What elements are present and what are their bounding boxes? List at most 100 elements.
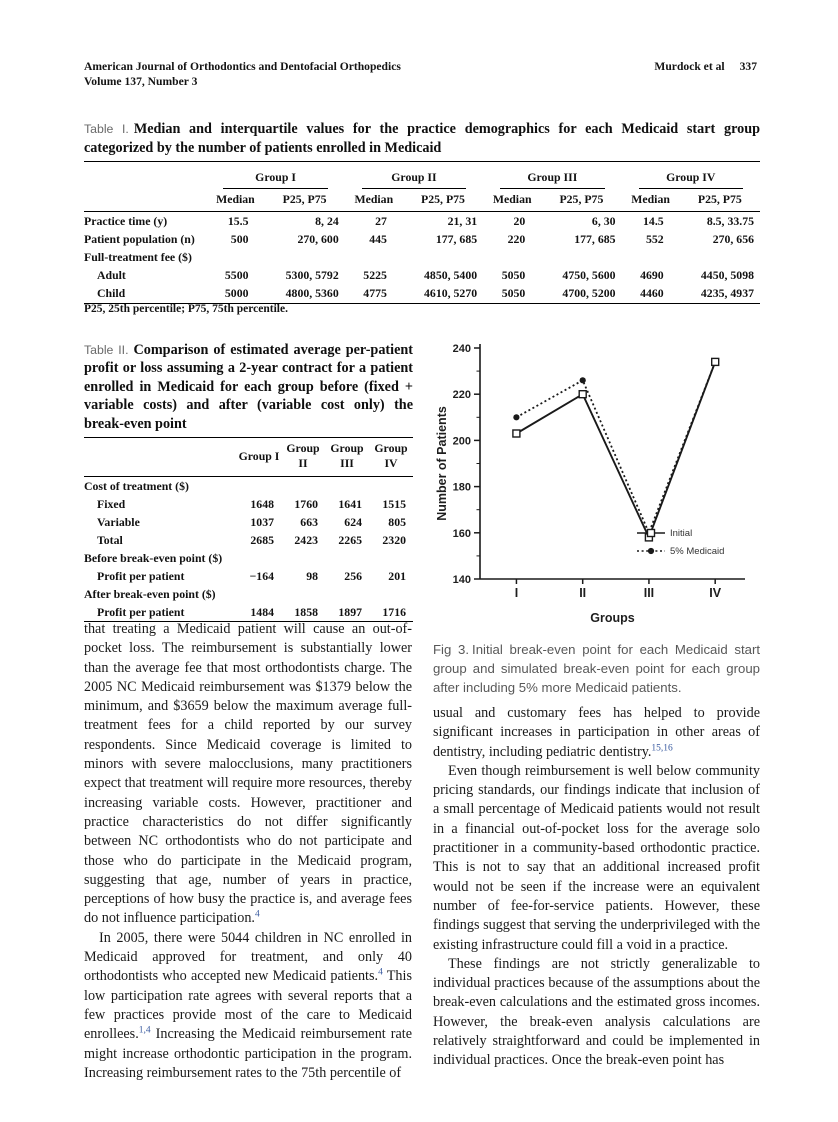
table1-row-label: Adult — [97, 268, 126, 283]
table1-value: 4800, 5360 — [285, 286, 339, 301]
table2-col-header: Group III — [325, 437, 369, 477]
table2-corner — [84, 437, 237, 477]
table1-group-label: Group IV — [638, 167, 743, 189]
table2-value: 1515 — [382, 496, 406, 511]
table2-row-label: Cost of treatment ($) — [84, 478, 189, 493]
table2-col-header: Group II — [281, 437, 325, 477]
table1-footnote: P25, 25th percentile; P75, 75th percenti… — [84, 303, 288, 315]
table2-value: 1858 — [294, 604, 318, 619]
table1-corner — [84, 190, 207, 212]
table1-value: 177, 685 — [574, 231, 616, 246]
table2-value: 2685 — [250, 532, 274, 547]
table-row: Practice time (y) 15.5 8, 24 27 21, 31 20 6, 3… — [84, 212, 760, 231]
table1-group-header: Group III — [483, 162, 621, 191]
table1-value: 4690 — [640, 268, 664, 283]
table1-value: 4850, 5400 — [424, 268, 478, 283]
svg-text:180: 180 — [453, 482, 471, 494]
table1-value: 5300, 5792 — [285, 268, 339, 283]
table1-grid: Group I Group II Group III Group IV Median P2… — [84, 161, 760, 304]
table1-col-p25p75: P25, P75 — [679, 190, 760, 212]
citation-ref[interactable]: 15,16 — [651, 742, 673, 753]
table2-value: 2423 — [294, 532, 318, 547]
table2-value: 2265 — [338, 532, 362, 547]
table2-row-label: Profit per patient — [97, 604, 185, 619]
table2-value: 663 — [300, 514, 318, 529]
running-head-right: Murdock et al 337 — [654, 60, 757, 75]
citation-ref[interactable]: 1,4 — [138, 1025, 151, 1036]
table-row: Profit per patient −164 98 256 201 — [84, 567, 413, 585]
table2-value: 2320 — [382, 532, 406, 547]
svg-text:240: 240 — [453, 343, 471, 355]
table-row: Child 5000 4800, 5360 4775 4610, 5270 5050 470… — [84, 285, 760, 304]
table1-value: 4610, 5270 — [424, 286, 478, 301]
svg-text:220: 220 — [453, 389, 471, 401]
table-row: Patient population (n) 500 270, 600 445 177,… — [84, 230, 760, 248]
table2-value: 201 — [388, 568, 406, 583]
table1-row-label: Patient population (n) — [84, 231, 195, 246]
table2-grid: Group I Group II Group III Group IV Cost of … — [84, 437, 413, 622]
table1-value: 27 — [375, 213, 387, 228]
table1-value: 5225 — [363, 268, 387, 283]
body-column-right: usual and customary fees has helped to p… — [433, 704, 760, 1071]
table-row: Adult 5500 5300, 5792 5225 4850, 5400 5050 475… — [84, 267, 760, 285]
svg-text:I: I — [515, 586, 518, 600]
table-row: After break-even point ($) — [84, 585, 413, 603]
paragraph: In 2005, there were 5044 children in NC … — [84, 929, 412, 1081]
table2-value: 1484 — [250, 604, 274, 619]
table2: Group I Group II Group III Group IV Cost of … — [84, 437, 413, 622]
authors-label: Murdock et al — [654, 60, 725, 73]
paragraph: Even though reimbursement is well below … — [433, 762, 760, 953]
citation-ref[interactable]: 4 — [378, 967, 383, 978]
journal-volume-line: Volume 137, Number 3 — [84, 74, 198, 88]
table1-value: 14.5 — [643, 213, 664, 228]
svg-text:IV: IV — [709, 586, 721, 600]
figure3-caption: Fig 3. Initial break-even point for each … — [433, 641, 760, 697]
table1-row-label: Full-treatment fee ($) — [84, 249, 192, 264]
table-row: Profit per patient 1484 1858 1897 1716 — [84, 603, 413, 622]
table1-value: 8.5, 33.75 — [706, 213, 754, 228]
journal-title: American Journal of Orthodontics and Den… — [84, 60, 401, 73]
table1-col-median: Median — [344, 190, 403, 212]
table1-group-header: Group I — [206, 162, 344, 191]
table1-value: 270, 656 — [712, 231, 754, 246]
table2-row-label: Fixed — [97, 496, 126, 511]
table1-value: 270, 600 — [297, 231, 339, 246]
table2-caption-text: Comparison of estimated average per-pati… — [84, 342, 413, 432]
table1-group-label: Group I — [223, 167, 328, 189]
table1-value: 552 — [645, 231, 664, 246]
svg-text:Initial: Initial — [670, 528, 692, 539]
figure3-label: Fig 3. — [433, 642, 470, 657]
figure3-caption-text: Initial break-even point for each Medica… — [433, 642, 760, 695]
table2-caption: Table II. Comparison of estimated average… — [84, 341, 413, 433]
table1-value: 20 — [513, 213, 526, 228]
svg-text:140: 140 — [453, 574, 471, 586]
table1-value: 5000 — [224, 286, 249, 301]
table1-value: 500 — [230, 231, 249, 246]
table2-value: 1716 — [382, 604, 406, 619]
table1-value: 15.5 — [227, 213, 249, 228]
table1-row-label: Practice time (y) — [84, 213, 168, 228]
table1-group-header: Group IV — [622, 162, 760, 191]
table1-value: 6, 30 — [591, 213, 616, 228]
table1-value: 220 — [507, 231, 526, 246]
table1-value: 177, 685 — [435, 231, 478, 246]
table1-value: 5500 — [224, 268, 249, 283]
table1-value: 445 — [369, 231, 387, 246]
paragraph: usual and customary fees has helped to p… — [433, 705, 760, 760]
table2-value: 1641 — [338, 496, 362, 511]
table1-corner — [84, 162, 206, 191]
table1-value: 4450, 5098 — [700, 268, 754, 283]
table2-value: 805 — [388, 514, 406, 529]
svg-text:Number of Patients: Number of Patients — [435, 406, 449, 521]
table2-col-header: Group IV — [369, 437, 413, 477]
table1-value: 4235, 4937 — [700, 286, 754, 301]
table2-value: −164 — [249, 568, 274, 583]
table2-value: 1037 — [250, 514, 274, 529]
citation-ref[interactable]: 4 — [254, 909, 260, 920]
svg-text:160: 160 — [453, 528, 471, 540]
table1-label: Table I. — [84, 122, 129, 136]
table1-value: 4750, 5600 — [562, 268, 616, 283]
running-head-left: American Journal of Orthodontics and Den… — [84, 60, 401, 89]
table2-value: 1897 — [338, 604, 362, 619]
